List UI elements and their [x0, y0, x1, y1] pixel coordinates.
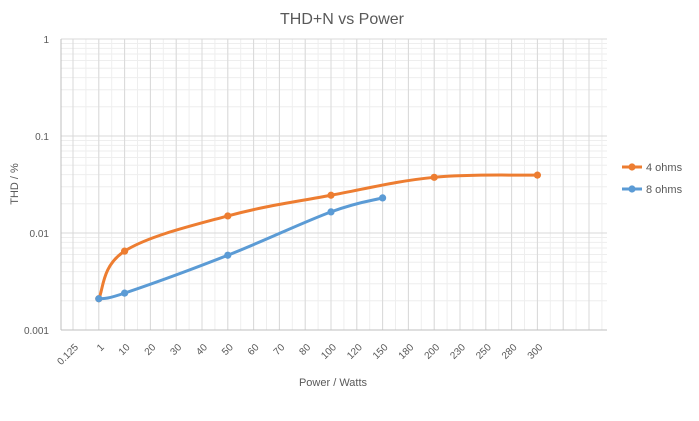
x-tick-label: 250 — [474, 342, 494, 362]
data-point — [95, 295, 103, 303]
y-axis-label: THD / % — [9, 163, 21, 205]
x-tick-label: 150 — [371, 342, 391, 362]
y-tick-label: 1 — [43, 35, 49, 46]
legend-swatch-marker — [628, 185, 636, 193]
x-tick-label: 200 — [423, 342, 443, 362]
major-gridlines — [61, 38, 607, 331]
x-tick-label: 20 — [143, 342, 159, 358]
x-tick-label: 30 — [169, 342, 185, 358]
legend-label: 8 ohms — [646, 184, 683, 196]
x-tick-label: 230 — [448, 342, 468, 362]
data-point — [327, 208, 335, 216]
x-tick-label: 100 — [319, 342, 339, 362]
data-point — [430, 173, 438, 181]
x-tick-label: 80 — [298, 342, 314, 358]
legend-label: 4 ohms — [646, 162, 683, 174]
y-tick-labels: 0.001 0.01 0.1 1 — [24, 35, 49, 337]
y-tick-label: 0.001 — [24, 326, 49, 337]
x-tick-label: 60 — [246, 342, 262, 358]
x-tick-label: 1 — [95, 342, 107, 354]
data-point — [224, 251, 232, 259]
x-tick-label: 120 — [345, 342, 365, 362]
axes — [60, 39, 607, 331]
data-point — [533, 171, 542, 179]
legend-swatch-marker — [628, 163, 636, 171]
x-tick-label: 0.125 — [55, 342, 81, 368]
x-tick-label: 50 — [220, 342, 236, 358]
y-tick-label: 0.01 — [30, 229, 50, 240]
series-8-ohms — [95, 194, 387, 303]
x-tick-label: 180 — [397, 342, 417, 362]
data-point — [121, 247, 129, 255]
series-layer — [95, 171, 542, 303]
data-point — [224, 212, 232, 220]
x-tick-label: 10 — [117, 342, 133, 358]
y-tick-label: 0.1 — [35, 132, 49, 143]
legend: 4 ohms 8 ohms — [622, 162, 683, 196]
x-tick-label: 70 — [272, 342, 288, 358]
legend-item: 8 ohms — [622, 184, 683, 196]
data-point — [327, 191, 335, 199]
legend-item: 4 ohms — [622, 162, 683, 174]
x-tick-label: 280 — [500, 342, 520, 362]
chart-title: THD+N vs Power — [280, 11, 405, 28]
x-tick-label: 40 — [194, 342, 210, 358]
x-tick-labels: 0.125 1 10 20 30 40 50 60 70 80 100 120 150 180 200 230… — [55, 342, 545, 368]
data-point — [379, 194, 387, 202]
data-point — [121, 289, 129, 297]
x-tick-label: 300 — [526, 342, 546, 362]
x-axis-label: Power / Watts — [299, 377, 368, 389]
